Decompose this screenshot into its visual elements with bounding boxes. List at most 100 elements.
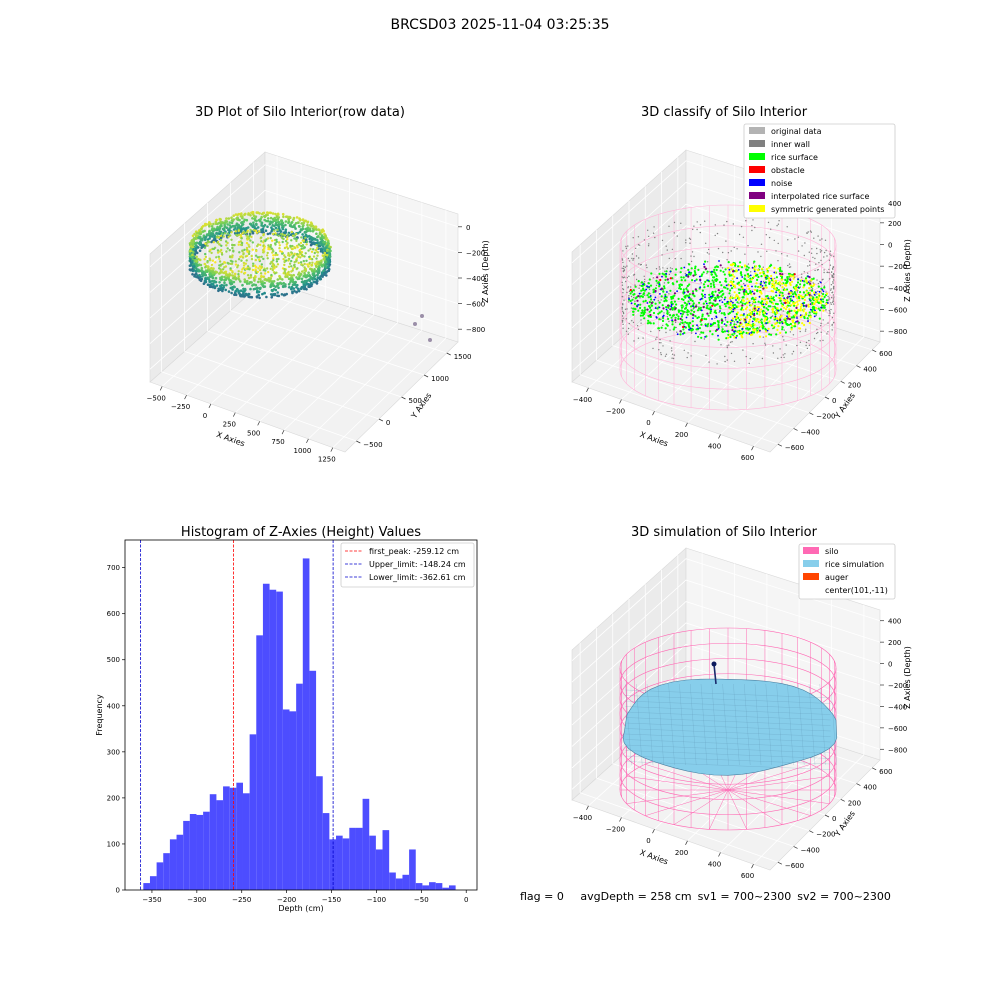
classified-point [768, 300, 772, 303]
classified-point [717, 338, 720, 341]
classified-point [797, 278, 799, 280]
y-tick-label: 0 [116, 887, 120, 895]
raw-point [260, 255, 263, 258]
classified-point [781, 326, 784, 329]
classified-point [703, 265, 706, 268]
classified-point [696, 309, 700, 312]
classified-point [630, 302, 633, 305]
raw-point [258, 265, 262, 268]
raw-point [279, 233, 282, 236]
inner-wall-point [672, 357, 675, 360]
classified-point [682, 333, 684, 335]
inner-wall-point [663, 282, 666, 284]
raw-point [248, 268, 251, 271]
inner-wall-point [648, 235, 650, 238]
raw-point [312, 248, 315, 251]
classified-point [694, 315, 697, 318]
raw-point [273, 216, 277, 220]
legend-swatch [749, 153, 765, 160]
inner-wall-point [717, 247, 720, 250]
inner-wall-point [824, 239, 827, 241]
raw-point [299, 256, 302, 259]
classified-point [746, 297, 749, 300]
inner-wall-point [826, 333, 828, 335]
inner-wall-point [652, 277, 654, 279]
histogram-bar [176, 834, 184, 890]
classified-point [745, 269, 748, 272]
classified-point [756, 273, 759, 276]
raw-point [223, 275, 226, 279]
inner-wall-point [683, 323, 685, 325]
classified-point [756, 331, 759, 334]
raw-point [316, 273, 319, 277]
inner-wall-point [810, 231, 812, 233]
classified-point [793, 302, 796, 306]
inner-wall-point [633, 340, 635, 342]
classified-point [674, 273, 677, 276]
inner-wall-point [668, 320, 670, 323]
classified-point [786, 315, 788, 318]
classified-point [741, 299, 745, 302]
inner-wall-point [830, 302, 832, 304]
panel-depth-histogram: Histogram of Z-Axies (Height) Values−350… [95, 525, 478, 913]
classified-point [634, 297, 637, 300]
inner-wall-point [652, 347, 654, 350]
histogram-bar [149, 876, 157, 890]
classified-point [753, 292, 756, 295]
raw-point [277, 223, 281, 226]
classified-point [637, 295, 640, 298]
inner-wall-point [820, 250, 823, 252]
raw-point [301, 218, 305, 221]
classified-point [697, 335, 700, 338]
raw-point [323, 251, 327, 255]
classified-point [747, 292, 750, 296]
inner-wall-point [642, 337, 644, 339]
raw-point [277, 241, 281, 244]
raw-point [308, 261, 311, 265]
classified-point [808, 287, 811, 290]
classified-point [718, 260, 720, 262]
classified-point [761, 285, 764, 287]
raw-point [284, 223, 287, 227]
raw-point [311, 229, 315, 233]
classified-point [787, 292, 790, 295]
inner-wall-point [799, 330, 801, 333]
inner-wall-point [704, 220, 706, 222]
raw-point [226, 232, 229, 235]
classified-point [776, 307, 779, 310]
classified-point [725, 324, 728, 327]
raw-point [311, 261, 314, 264]
raw-point [237, 243, 240, 246]
classified-point [799, 316, 803, 319]
classified-point [658, 301, 661, 304]
raw-point [240, 213, 243, 216]
raw-point [294, 221, 298, 225]
raw-point [205, 270, 209, 274]
raw-point [204, 266, 207, 269]
classified-point [774, 279, 777, 282]
inner-wall-point [622, 267, 625, 270]
raw-point [191, 234, 195, 238]
raw-point [298, 248, 302, 252]
inner-wall-point [772, 305, 774, 308]
classified-point [780, 320, 784, 323]
classified-point [730, 322, 732, 324]
classified-point [722, 270, 725, 273]
classified-point [754, 319, 758, 322]
inner-wall-point [708, 248, 710, 251]
raw-point [308, 274, 311, 277]
classified-point [817, 293, 821, 296]
classified-point [693, 270, 696, 273]
raw-point [306, 221, 309, 224]
x-tick-label: −250 [171, 403, 190, 411]
inner-wall-point [828, 314, 830, 317]
raw-point [254, 287, 257, 291]
classified-point [757, 318, 760, 321]
raw-point [245, 234, 248, 237]
classified-point [775, 317, 779, 320]
legend-label: obstacle [771, 166, 805, 175]
inner-wall-point [621, 267, 623, 269]
classified-point [745, 265, 749, 268]
